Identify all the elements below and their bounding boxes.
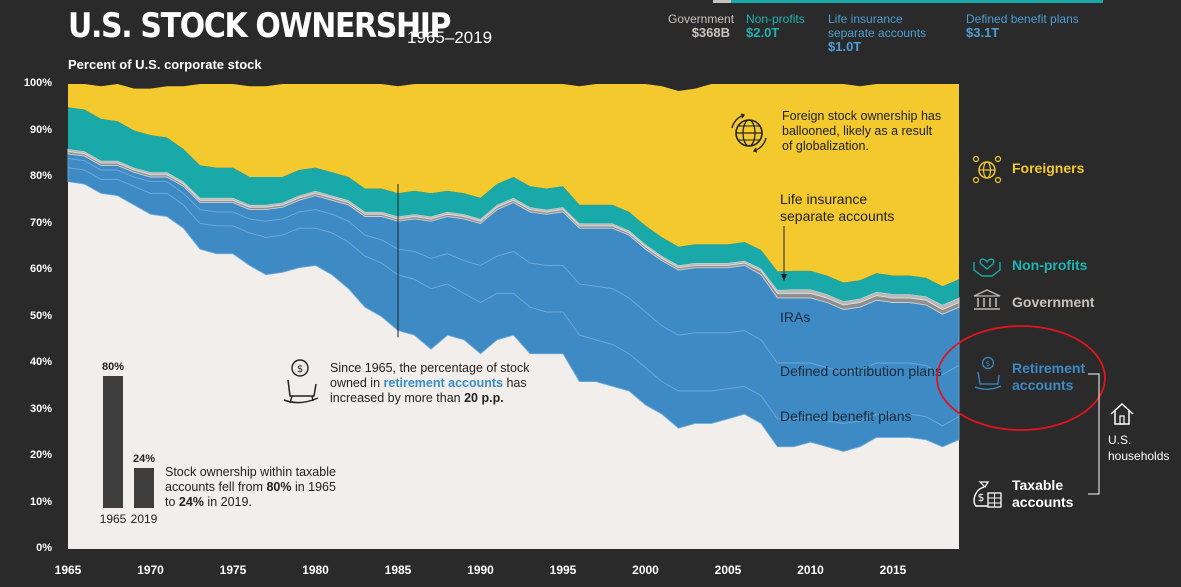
y-tick-label: 10% — [29, 495, 52, 508]
legend-foreigners: Foreigners — [1012, 160, 1085, 176]
chart-title: U.S. STOCK OWNERSHIP — [68, 6, 451, 46]
y-tick-label: 50% — [29, 309, 52, 322]
area-non-profits — [68, 107, 959, 305]
x-tick-label: 2005 — [714, 563, 742, 577]
top-label-defined-benefit: Defined benefit plans $3.1T — [966, 12, 1079, 40]
y-tick-label: 20% — [29, 449, 52, 461]
mini-bar-value-label: 80% — [101, 361, 125, 373]
svg-text:$: $ — [986, 360, 990, 368]
mini-bar-year-label: 1965 — [99, 512, 127, 526]
top-color-strip — [713, 0, 1103, 3]
x-tick-label: 1995 — [549, 563, 577, 577]
svg-text:$: $ — [297, 364, 303, 375]
chart-years: 1965–2019 — [407, 28, 493, 47]
x-tick-label: 1975 — [219, 563, 247, 577]
retirement-note: Since 1965, the percentage of stock owne… — [330, 361, 530, 405]
x-tick-label: 2000 — [632, 563, 659, 577]
x-tick-label: 2015 — [879, 563, 907, 577]
y-tick-label: 0% — [36, 542, 52, 554]
top-label-life-insurance: Life insurance separate accounts $1.0T — [828, 12, 927, 54]
chart-subtitle: Percent of U.S. corporate stock — [68, 57, 262, 72]
x-tick-label: 1980 — [302, 563, 329, 577]
mini-bar-value-label: 24% — [132, 453, 156, 466]
x-tick-label: 1985 — [384, 563, 412, 577]
foreign-annotation: Foreign stock ownership has ballooned, l… — [782, 109, 942, 153]
retirement-chair-icon: $ — [974, 356, 1002, 390]
y-tick-label: 80% — [29, 170, 52, 182]
house-icon — [1110, 402, 1134, 425]
y-tick-label: 60% — [29, 263, 52, 275]
non-profits-icon — [973, 258, 1001, 277]
legend-taxable: Taxable accounts — [1012, 477, 1074, 510]
y-tick-label: 40% — [29, 356, 52, 368]
legend-government: Government — [1012, 294, 1095, 310]
iras-label: IRAs — [780, 309, 811, 325]
x-tick-label: 1970 — [137, 563, 164, 577]
y-tick-label: 70% — [29, 216, 52, 229]
top-color-strip-gov — [713, 0, 731, 3]
legend-non-profits: Non-profits — [1012, 257, 1088, 273]
households-bracket — [1088, 373, 1100, 495]
y-tick-label: 90% — [29, 123, 52, 136]
money-bag-icon: $ — [973, 481, 1002, 508]
y-tick-label: 30% — [29, 402, 52, 415]
legend-retirement: Retirement accounts — [1012, 360, 1086, 393]
dc-plans-label: Defined contribution plans — [780, 363, 942, 379]
y-tick-label: 100% — [23, 77, 52, 89]
db-plans-label: Defined benefit plans — [780, 408, 912, 424]
rocking-chair-icon: $ — [283, 359, 319, 404]
mini-bar-year-label: 2019 — [130, 512, 158, 526]
life-insurance-annotation: Life insurance separate accounts — [780, 191, 895, 224]
foreigners-icon — [972, 155, 1002, 184]
government-icon — [973, 289, 1001, 310]
taxable-note: Stock ownership within taxable accounts … — [165, 465, 336, 509]
area-taxable-accounts — [68, 181, 959, 549]
x-tick-label: 1965 — [54, 563, 82, 577]
x-tick-label: 1990 — [467, 563, 494, 577]
globe-icon — [731, 113, 767, 153]
x-tick-label: 2010 — [797, 563, 824, 577]
pointer-arrow — [781, 226, 787, 281]
red-circle-highlight — [936, 325, 1106, 431]
legend-us-households: U.S. households — [1108, 433, 1170, 463]
svg-text:$: $ — [978, 491, 985, 504]
top-label-government: Government $368B — [668, 12, 735, 40]
mini-bar-1965 — [103, 376, 123, 508]
top-label-non-profits: Non-profits $2.0T — [746, 12, 805, 40]
mini-bar-2019 — [134, 468, 154, 508]
